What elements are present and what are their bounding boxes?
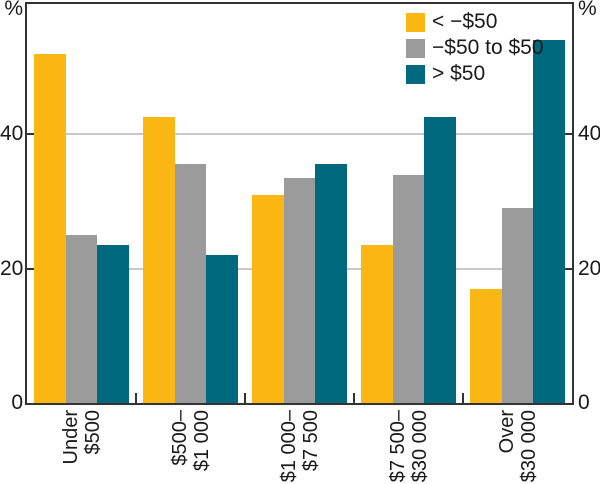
x-tick-mark <box>244 393 246 403</box>
y-axis-unit-right: % <box>578 0 597 20</box>
legend-item: > $50 <box>406 61 544 87</box>
x-axis-label-text: $7 500– $30 000 <box>387 410 431 482</box>
bar <box>392 174 425 403</box>
x-axis-label-text: $1 000– $7 500 <box>278 410 322 482</box>
x-axis-label-text: Under $500 <box>60 410 104 464</box>
y-axis-tick-label-right: 0 <box>578 391 590 414</box>
y-axis-unit-left: % <box>4 0 23 20</box>
y-tick-mark-right <box>565 133 572 136</box>
bar <box>252 194 284 403</box>
bar <box>206 255 238 403</box>
x-axis-label-line: $500 <box>81 410 104 455</box>
legend-item-label: > $50 <box>432 62 486 85</box>
bar <box>34 53 66 403</box>
y-axis-tick-label-right: 40 <box>578 122 600 146</box>
bar <box>315 164 347 403</box>
bar <box>283 177 316 403</box>
bar <box>501 208 534 403</box>
legend-swatch-icon <box>406 38 425 58</box>
plot-area <box>25 2 574 405</box>
x-axis-label-text: $500– $1 000 <box>169 410 213 471</box>
bar <box>97 245 129 403</box>
legend-item: −$50 to $50 <box>406 35 544 61</box>
y-axis-tick-label-right: 20 <box>578 256 600 280</box>
bar <box>174 164 207 403</box>
bar <box>143 117 175 403</box>
x-axis-label-line: $1 000 <box>190 410 213 472</box>
legend-item-label: < −$50 <box>432 10 498 33</box>
x-axis-label-line: Under <box>59 410 82 465</box>
x-axis-label-line: $500– <box>168 410 191 466</box>
bar <box>533 40 565 403</box>
x-axis-label-line: $30 000 <box>517 410 540 483</box>
bar <box>361 245 393 403</box>
legend-item: < −$50 <box>406 9 544 35</box>
x-axis-label-text: Over $30 000 <box>496 410 540 482</box>
legend: < −$50 −$50 to $50 > $50 <box>406 9 544 87</box>
bar <box>470 288 502 403</box>
legend-swatch-icon <box>406 64 425 84</box>
gridline <box>27 133 572 136</box>
y-axis-tick-label-left: 0 <box>11 391 23 414</box>
x-tick-mark <box>353 393 355 403</box>
bar <box>424 117 456 403</box>
bar <box>65 235 98 403</box>
y-tick-mark-left <box>27 267 34 270</box>
legend-item-label: −$50 to $50 <box>432 36 544 59</box>
x-axis-label-line: $30 000 <box>408 410 431 483</box>
x-axis-label-line: $7 500 <box>299 410 322 472</box>
x-axis-label-line: $1 000– <box>277 410 300 483</box>
y-axis-tick-label-left: 20 <box>0 256 24 280</box>
y-axis-tick-label-left: 40 <box>0 122 24 146</box>
x-axis-label-line: $7 500– <box>386 410 409 483</box>
legend-swatch-icon <box>406 12 425 32</box>
x-axis-label-line: Over <box>495 410 518 454</box>
y-tick-mark-left <box>27 133 34 136</box>
x-tick-mark <box>462 393 464 403</box>
y-tick-mark-right <box>565 267 572 270</box>
x-tick-mark <box>135 393 137 403</box>
